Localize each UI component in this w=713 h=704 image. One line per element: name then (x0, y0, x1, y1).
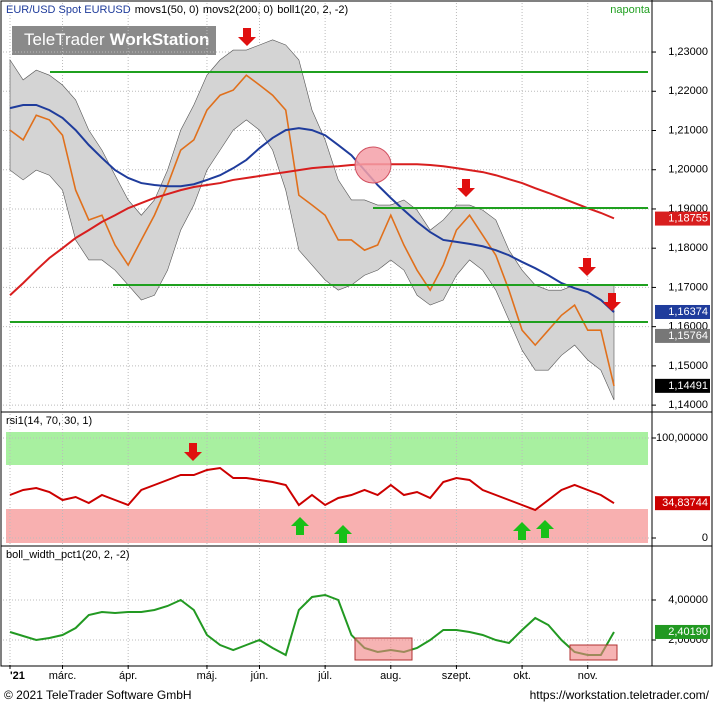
panel-title: rsi1(14, 70, 30, 1) (6, 415, 92, 427)
last-value-label-box (655, 624, 710, 639)
band-middle-label: 1,15764 (668, 330, 708, 342)
x-tick-label: júl. (317, 670, 332, 682)
logo-background (12, 26, 216, 55)
y-tick-label: 1,23000 (668, 46, 708, 58)
last-value-label-box (655, 304, 710, 319)
last-value-label: 1,18755 (668, 212, 708, 224)
y-tick-label: 1,21000 (668, 124, 708, 136)
y-tick-label: 1,17000 (668, 281, 708, 293)
series-line (9, 466, 615, 512)
legend-entry: movs1(50, 0) (135, 4, 199, 16)
panel-frame (0, 545, 713, 667)
copyright: © 2021 TeleTrader Software GmbH (4, 688, 192, 702)
series-line (9, 593, 615, 657)
x-tick-label: márc. (49, 670, 77, 682)
y-tick-label: 4,00000 (668, 594, 708, 606)
source-url: https://workstation.teletrader.com/ (529, 688, 709, 702)
last-value-label: 1,16374 (668, 306, 708, 318)
last-value-label-box (655, 378, 710, 393)
legend-entry: movs2(200, 0) (203, 4, 273, 16)
x-tick-label: '21 (10, 670, 25, 682)
logo-light: TeleTrader (24, 30, 105, 49)
panel-title: EUR/USD Spot EURUSD movs1(50, 0) movs2(200… (6, 4, 348, 16)
x-tick-label: aug. (380, 670, 401, 682)
series-line (9, 74, 615, 387)
x-tick-label: máj. (197, 670, 218, 682)
panel-title: boll_width_pct1(20, 2, -2) (6, 549, 130, 561)
legend-entry: rsi1(14, 70, 30, 1) (6, 415, 92, 427)
y-tick-label: 1,22000 (668, 85, 708, 97)
series-line (9, 163, 615, 297)
y-tick-label: 0 (702, 532, 708, 544)
last-value-label-box (655, 496, 710, 511)
last-value-label-box (655, 211, 710, 226)
x-tick-label: jún. (250, 670, 269, 682)
legend-entry: boll_width_pct1(20, 2, -2) (6, 549, 130, 561)
last-value-label: 34,83744 (662, 497, 708, 509)
last-value-label: 2,40190 (668, 626, 708, 638)
y-tick-label: 1,14000 (668, 399, 708, 411)
frequency: naponta (610, 4, 651, 16)
legend-entry: boll1(20, 2, -2) (277, 4, 348, 16)
y-tick-label: 1,18000 (668, 242, 708, 254)
y-tick-label: 1,20000 (668, 164, 708, 176)
series-line (9, 104, 615, 313)
logo-bold: WorkStation (110, 30, 210, 49)
legend-entry: EUR/USD Spot EURUSD (6, 4, 131, 16)
x-tick-label: okt. (513, 670, 531, 682)
x-tick-label: nov. (578, 670, 598, 682)
overbought-zone (6, 432, 648, 465)
y-tick-label: 100,00000 (656, 432, 708, 444)
band-middle-label-box (655, 328, 710, 343)
last-value-label: 1,14491 (668, 380, 708, 392)
x-tick-label: szept. (442, 670, 471, 682)
y-tick-label: 1,15000 (668, 360, 708, 372)
logo: TeleTrader WorkStation (24, 30, 209, 49)
x-tick-label: ápr. (119, 670, 137, 682)
